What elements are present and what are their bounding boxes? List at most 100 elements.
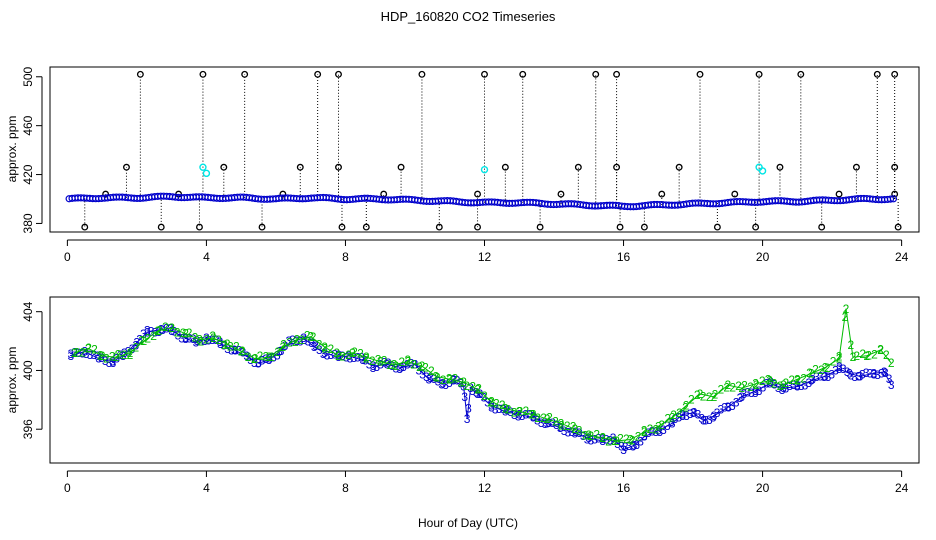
series-2-marker: 2 <box>836 350 843 364</box>
series-3-marker: 3 <box>129 342 136 356</box>
series-3-point: 3 <box>464 412 471 426</box>
series-3-marker: 3 <box>435 374 442 388</box>
series-2-marker: 2 <box>381 354 388 368</box>
series-3-marker: 3 <box>427 371 434 385</box>
series-2-marker: 2 <box>198 335 205 349</box>
series-2-marker: 2 <box>469 379 476 393</box>
series-3-point: 3 <box>182 331 189 345</box>
series-3-point: 3 <box>134 336 141 350</box>
series-3-point: 3 <box>766 377 773 391</box>
series-3-marker: 3 <box>775 381 782 395</box>
series-3-marker: 3 <box>737 391 744 405</box>
series-2-marker: 2 <box>523 404 530 418</box>
series-3-marker: 3 <box>767 375 774 389</box>
spike-point <box>220 163 228 171</box>
series-3-marker: 3 <box>186 332 193 346</box>
series-3-point: 3 <box>669 416 676 430</box>
series-3-point: 3 <box>679 408 686 422</box>
series-2-marker: 2 <box>682 400 689 414</box>
series-2-point: 2 <box>599 431 606 445</box>
series-3-marker: 3 <box>500 402 507 416</box>
series-2-marker: 2 <box>428 364 435 378</box>
series-2-marker: 2 <box>404 353 411 367</box>
bottom-y-axis-label: approx. ppm <box>5 347 19 414</box>
series-2-marker: 2 <box>576 424 583 438</box>
series-2-marker: 2 <box>422 361 429 375</box>
series-2-marker: 2 <box>410 358 417 372</box>
series-2-marker: 2 <box>700 389 707 403</box>
series-2-point: 2 <box>474 383 481 397</box>
series-2-point: 2 <box>419 359 426 373</box>
series-3-marker: 3 <box>87 348 94 362</box>
series-3-marker: 3 <box>714 406 721 420</box>
series-3-marker: 3 <box>760 380 767 394</box>
series-2-marker: 2 <box>712 387 719 401</box>
series-3-marker: 3 <box>324 349 331 363</box>
spike-point <box>891 190 899 198</box>
series-3-marker: 3 <box>232 344 239 358</box>
series-2-marker: 2 <box>688 392 695 406</box>
series-3-marker: 3 <box>511 408 518 422</box>
series-3-marker: 3 <box>763 376 770 390</box>
series-2-point: 2 <box>836 352 843 366</box>
spike-point <box>713 223 721 231</box>
series-2-marker: 2 <box>91 343 98 357</box>
series-2-marker: 2 <box>339 349 346 363</box>
series-2-marker: 2 <box>723 381 730 395</box>
spike-point <box>335 70 342 78</box>
series-3-marker: 3 <box>289 333 296 347</box>
x-tick-label: 4 <box>203 250 210 264</box>
series-2-marker: 2 <box>759 374 766 388</box>
series-2-marker: 2 <box>133 341 140 355</box>
series-2-marker: 2 <box>115 347 122 361</box>
series-3-marker: 3 <box>178 331 185 345</box>
series-2-marker: 2 <box>233 340 240 354</box>
spike-point <box>418 70 426 78</box>
series-3-point: 3 <box>888 378 895 392</box>
series-2-point: 2 <box>766 374 773 388</box>
series-2-point: 2 <box>488 394 495 408</box>
series-2-point: 2 <box>446 372 453 386</box>
series-3-marker: 3 <box>534 413 541 427</box>
spike-point <box>658 190 666 198</box>
series-3-marker: 3 <box>809 373 816 387</box>
series-3-point: 3 <box>700 413 707 427</box>
series-3-point: 3 <box>287 336 294 350</box>
series-3-point: 3 <box>144 325 151 339</box>
series-3-point: 3 <box>599 434 606 448</box>
series-2-marker: 2 <box>227 339 234 353</box>
spike-point <box>335 163 342 171</box>
series-3-marker: 3 <box>243 349 250 363</box>
series-3-marker: 3 <box>106 356 113 370</box>
series-3-marker: 3 <box>626 439 633 453</box>
series-3-point: 3 <box>168 324 175 338</box>
series-3-point: 3 <box>321 346 328 360</box>
series-2-point: 2 <box>780 378 787 392</box>
series-2-point: 2 <box>377 355 384 369</box>
series-2-marker: 2 <box>298 333 305 347</box>
series-3-point: 3 <box>474 387 481 401</box>
series-2-marker: 2 <box>162 320 169 334</box>
series-2-marker: 2 <box>138 334 145 348</box>
series-2-marker: 2 <box>658 418 665 432</box>
spike-point <box>696 70 704 78</box>
series-2-marker: 2 <box>127 348 134 362</box>
spike-point <box>640 223 648 231</box>
series-3-marker: 3 <box>213 333 220 347</box>
series-2-marker: 2 <box>440 373 447 387</box>
series-3-marker: 3 <box>79 347 86 361</box>
series-3-point: 3 <box>738 390 745 404</box>
series-3-marker: 3 <box>198 334 205 348</box>
series-3-marker: 3 <box>672 412 679 426</box>
series-3-marker: 3 <box>744 386 751 400</box>
series-2-marker: 2 <box>174 325 181 339</box>
series-3-marker: 3 <box>469 384 476 398</box>
x-tick-label: 16 <box>617 250 631 264</box>
series-2-marker: 2 <box>765 372 772 386</box>
series-3-point: 3 <box>426 372 433 386</box>
series-2-marker: 2 <box>268 350 275 364</box>
series-3-point: 3 <box>398 361 405 375</box>
spike-point <box>157 223 165 231</box>
series-2-marker: 2 <box>546 410 553 424</box>
series-2-marker: 2 <box>806 366 813 380</box>
